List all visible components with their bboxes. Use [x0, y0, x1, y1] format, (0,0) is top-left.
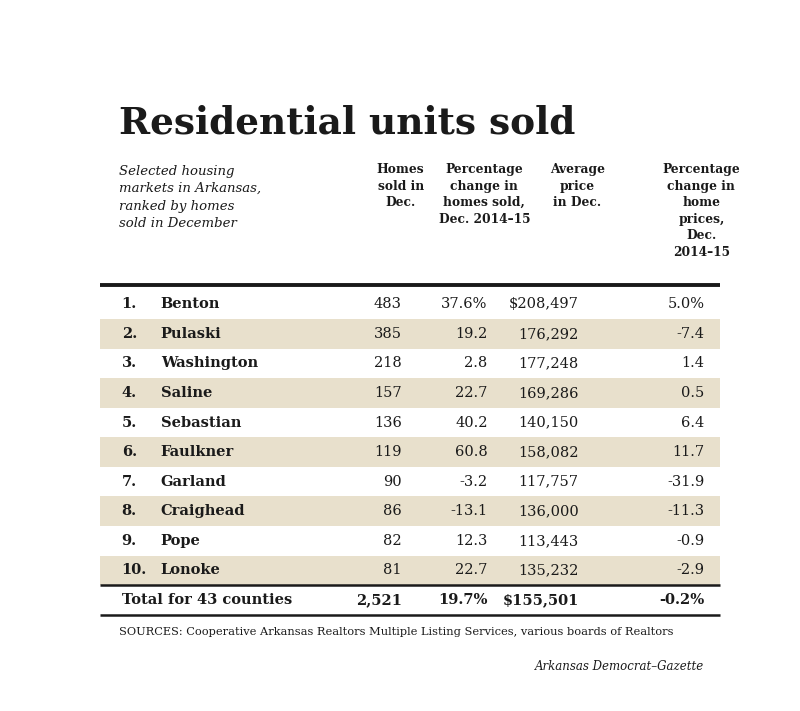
Text: 1.: 1. — [122, 297, 137, 311]
Text: 176,292: 176,292 — [518, 327, 578, 341]
Text: Homes
sold in
Dec.: Homes sold in Dec. — [377, 163, 425, 209]
Text: 157: 157 — [374, 386, 402, 400]
Text: Percentage
change in
homes sold,
Dec. 2014–15: Percentage change in homes sold, Dec. 20… — [438, 163, 530, 225]
Text: -0.9: -0.9 — [676, 534, 705, 547]
Text: 218: 218 — [374, 356, 402, 370]
Text: 2,521: 2,521 — [356, 593, 402, 607]
Text: 6.4: 6.4 — [682, 415, 705, 429]
Text: Residential units sold: Residential units sold — [118, 105, 575, 141]
Text: Faulkner: Faulkner — [161, 445, 234, 459]
Text: 22.7: 22.7 — [455, 386, 487, 400]
Text: 2.: 2. — [122, 327, 137, 341]
Text: 119: 119 — [374, 445, 402, 459]
Text: Craighead: Craighead — [161, 504, 246, 518]
Text: 81: 81 — [383, 563, 402, 577]
Text: 90: 90 — [383, 475, 402, 488]
Text: 3.: 3. — [122, 356, 137, 370]
Text: -2.9: -2.9 — [677, 563, 705, 577]
Text: 19.7%: 19.7% — [438, 593, 487, 607]
Text: 60.8: 60.8 — [454, 445, 487, 459]
Text: 169,286: 169,286 — [518, 386, 578, 400]
Text: 2.8: 2.8 — [464, 356, 487, 370]
Text: 7.: 7. — [122, 475, 137, 488]
Text: 177,248: 177,248 — [518, 356, 578, 370]
Text: Lonoke: Lonoke — [161, 563, 221, 577]
Text: 158,082: 158,082 — [518, 445, 578, 459]
Text: Total for 43 counties: Total for 43 counties — [122, 593, 292, 607]
Text: 9.: 9. — [122, 534, 137, 547]
Text: -7.4: -7.4 — [677, 327, 705, 341]
Text: 483: 483 — [374, 297, 402, 311]
Text: Sebastian: Sebastian — [161, 415, 241, 429]
Text: $155,501: $155,501 — [502, 593, 578, 607]
Text: 136: 136 — [374, 415, 402, 429]
Text: Saline: Saline — [161, 386, 212, 400]
Text: Benton: Benton — [161, 297, 220, 311]
Text: 117,757: 117,757 — [518, 475, 578, 488]
Text: 10.: 10. — [122, 563, 147, 577]
Bar — [100, 496, 720, 526]
Text: 82: 82 — [383, 534, 402, 547]
Text: Percentage
change in
home
prices,
Dec.
2014–15: Percentage change in home prices, Dec. 2… — [662, 163, 740, 259]
Text: 140,150: 140,150 — [518, 415, 578, 429]
Text: 5.0%: 5.0% — [667, 297, 705, 311]
Text: 385: 385 — [374, 327, 402, 341]
Text: -13.1: -13.1 — [450, 504, 487, 518]
Text: 86: 86 — [383, 504, 402, 518]
Text: 1.4: 1.4 — [682, 356, 705, 370]
Text: Washington: Washington — [161, 356, 258, 370]
Bar — [100, 378, 720, 408]
Text: 8.: 8. — [122, 504, 137, 518]
Text: 136,000: 136,000 — [518, 504, 578, 518]
Text: Selected housing
markets in Arkansas,
ranked by homes
sold in December: Selected housing markets in Arkansas, ra… — [118, 165, 261, 230]
Text: 40.2: 40.2 — [455, 415, 487, 429]
Bar — [100, 437, 720, 467]
Text: Pulaski: Pulaski — [161, 327, 222, 341]
Text: -3.2: -3.2 — [459, 475, 487, 488]
Text: SOURCES: Cooperative Arkansas Realtors Multiple Listing Services, various boards: SOURCES: Cooperative Arkansas Realtors M… — [118, 627, 673, 637]
Text: Average
price
in Dec.: Average price in Dec. — [550, 163, 605, 209]
Text: 0.5: 0.5 — [682, 386, 705, 400]
Text: Pope: Pope — [161, 534, 201, 547]
Text: -31.9: -31.9 — [667, 475, 705, 488]
Text: 135,232: 135,232 — [518, 563, 578, 577]
Text: Arkansas Democrat–Gazette: Arkansas Democrat–Gazette — [535, 660, 705, 673]
Text: -11.3: -11.3 — [667, 504, 705, 518]
Bar — [100, 319, 720, 348]
Text: 11.7: 11.7 — [672, 445, 705, 459]
Text: 37.6%: 37.6% — [441, 297, 487, 311]
Text: 19.2: 19.2 — [455, 327, 487, 341]
Text: -0.2%: -0.2% — [659, 593, 705, 607]
Text: Garland: Garland — [161, 475, 226, 488]
Text: $208,497: $208,497 — [509, 297, 578, 311]
Bar — [100, 555, 720, 585]
Text: 6.: 6. — [122, 445, 137, 459]
Text: 12.3: 12.3 — [455, 534, 487, 547]
Text: 113,443: 113,443 — [518, 534, 578, 547]
Text: 5.: 5. — [122, 415, 137, 429]
Text: 4.: 4. — [122, 386, 137, 400]
Text: 22.7: 22.7 — [455, 563, 487, 577]
